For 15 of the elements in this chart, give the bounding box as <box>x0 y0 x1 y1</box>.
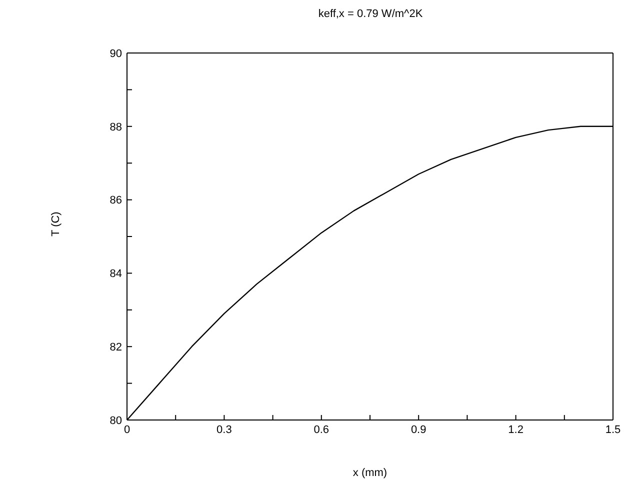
x-tick-label: 0.3 <box>216 424 232 436</box>
x-tick-label: 0.6 <box>314 424 330 436</box>
x-tick-label: 1.5 <box>605 424 621 436</box>
y-tick-label: 84 <box>110 268 122 280</box>
y-tick-label: 86 <box>110 194 122 207</box>
x-axis-title: x (mm) <box>352 467 388 479</box>
y-tick-label: 82 <box>110 342 122 354</box>
chart-title: keff,x = 0.79 W/m^2K <box>317 8 424 20</box>
y-tick-label: 80 <box>110 414 122 427</box>
x-tick-label: 0 <box>124 424 130 436</box>
y-axis-title: T (C) <box>50 212 62 236</box>
y-tick-label: 88 <box>110 121 122 134</box>
x-tick-label: 0.9 <box>410 424 426 436</box>
y-tick-label: 90 <box>110 48 122 60</box>
x-tick-label: 1.2 <box>508 424 524 436</box>
